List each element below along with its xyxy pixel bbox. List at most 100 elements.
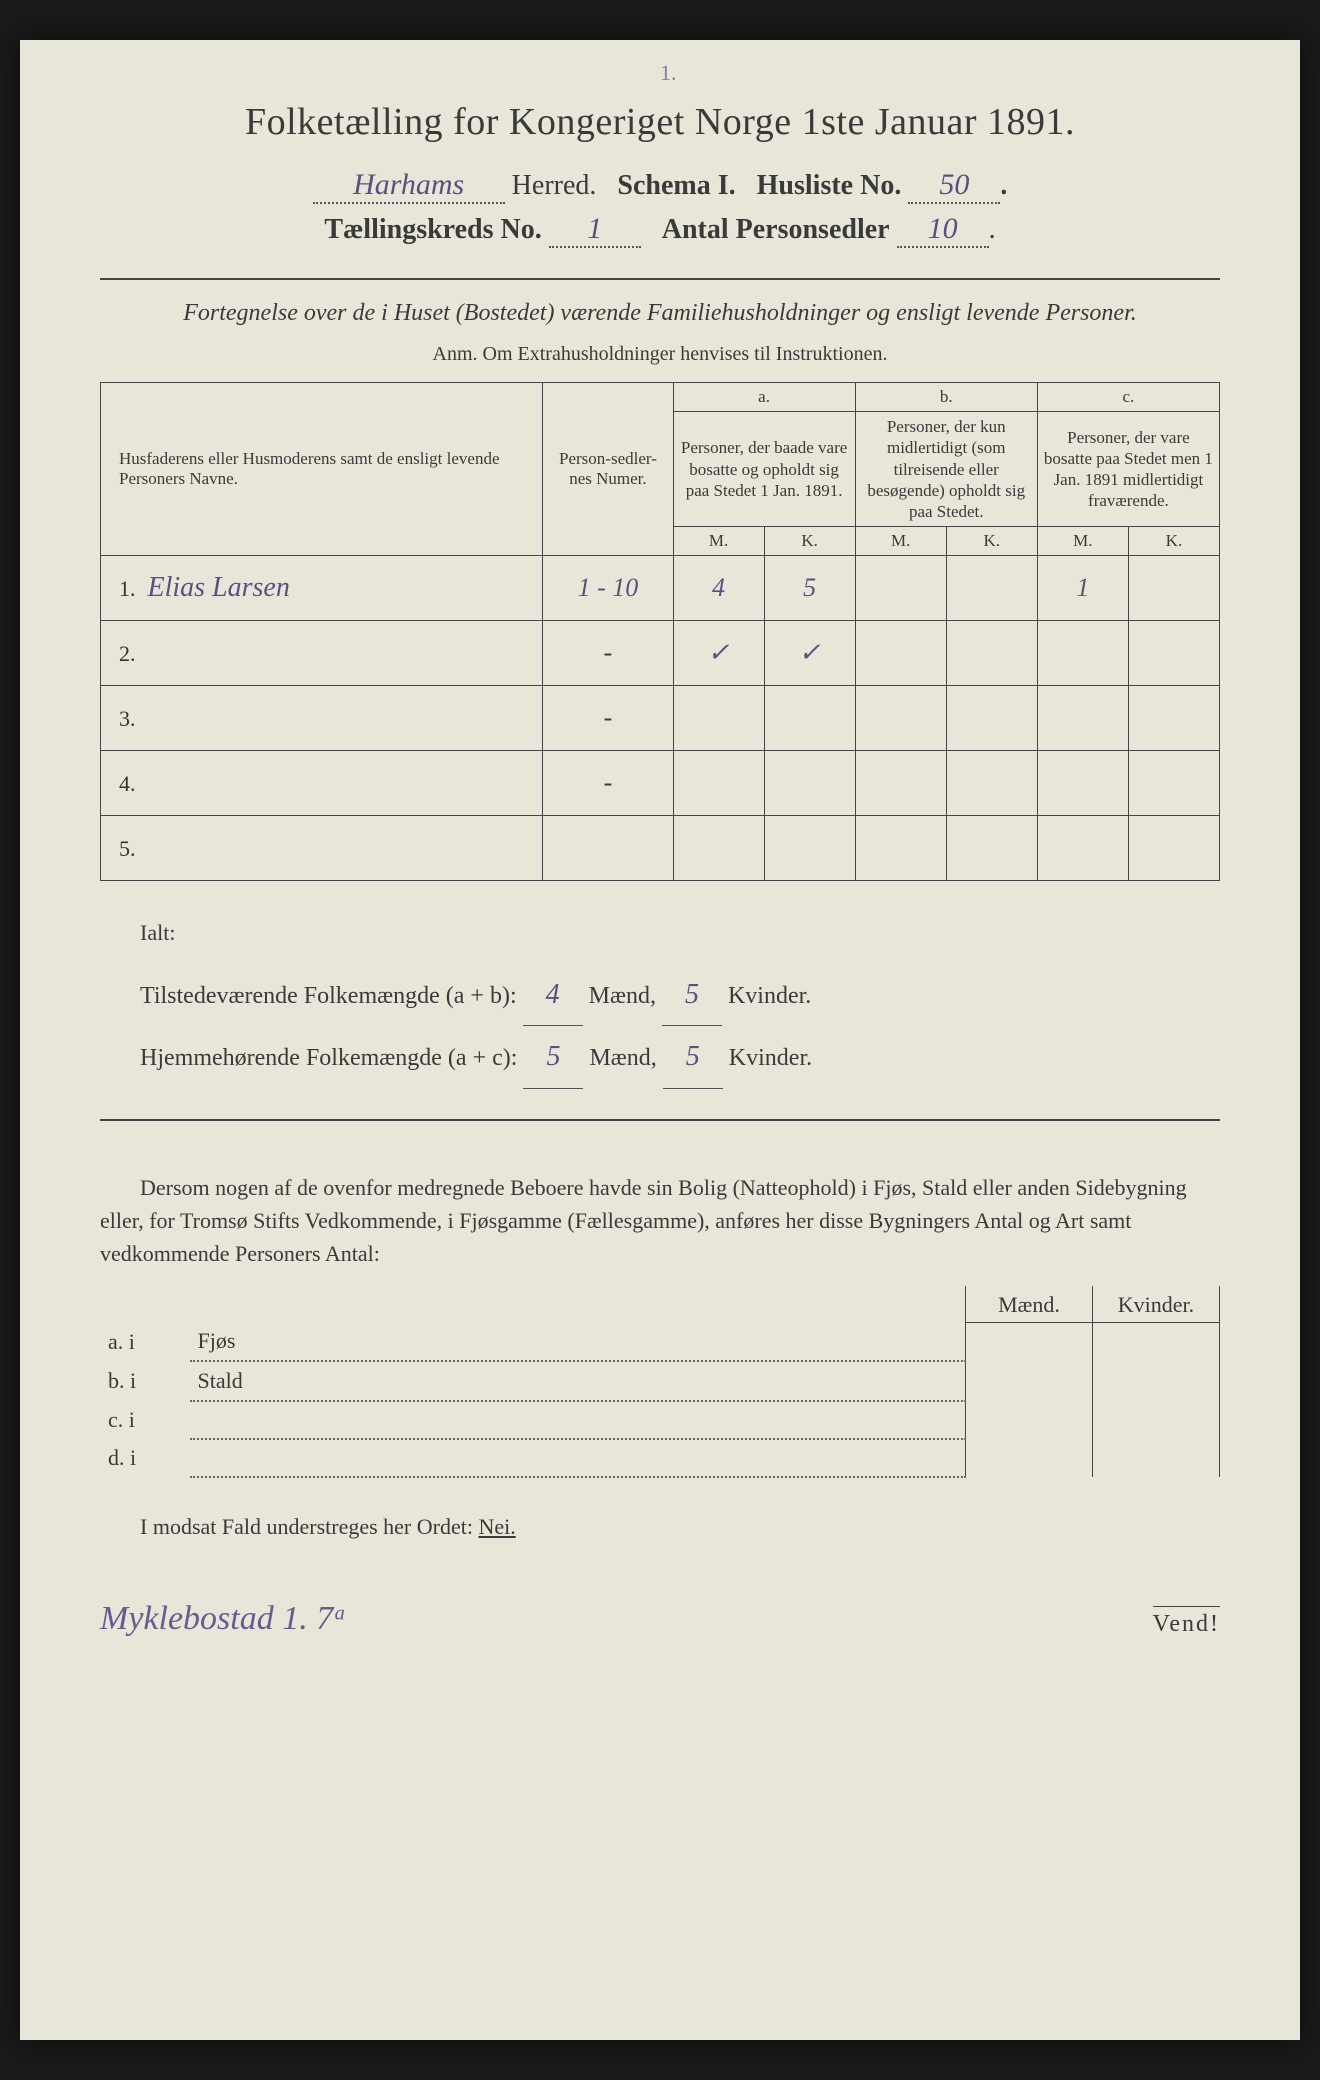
bygning-kvinder-header: Kvinder. (1093, 1286, 1220, 1323)
bygning-name: Fjøs (198, 1328, 236, 1353)
col-a-m: M. (673, 527, 764, 556)
cell-bm (855, 621, 946, 686)
kvinder-label: Kvinder. (728, 983, 811, 1009)
bygning-m (966, 1322, 1093, 1361)
cell-bm (855, 816, 946, 881)
divider-1 (100, 278, 1220, 280)
bygning-k (1093, 1439, 1220, 1477)
col-a-desc: Personer, der baade vare bosatte og opho… (673, 412, 855, 527)
bottom-area: Myklebostad 1. 7ᵃ Vend! (100, 1600, 1220, 1638)
anm-note: Anm. Om Extrahusholdninger henvises til … (100, 343, 1220, 366)
bottom-handwritten-note: Myklebostad 1. 7ᵃ (100, 1600, 347, 1638)
antal-label: Antal Personsedler (662, 214, 890, 245)
cell-cm (1037, 686, 1128, 751)
totals-line-1: Tilstedeværende Folkemængde (a + b): 4 M… (140, 964, 1220, 1027)
cell-am: ✓ (673, 621, 764, 686)
col-b-desc: Personer, der kun midlertidigt (som tilr… (855, 412, 1037, 527)
table-row: 5. (101, 816, 1220, 881)
cell-num: - (543, 621, 673, 686)
col-b-m: M. (855, 527, 946, 556)
row-num: 3. (119, 706, 136, 731)
schema-label: Schema I. (617, 170, 735, 201)
cell-bk (946, 686, 1037, 751)
cell-bk (946, 556, 1037, 621)
nei-prefix: I modsat Fald understreges her Ordet: (140, 1514, 473, 1539)
kvinder-label: Kvinder. (729, 1045, 812, 1071)
cell-cm (1037, 751, 1128, 816)
antal-value: 10 (897, 212, 989, 248)
herred-label: Herred. (512, 170, 597, 201)
cell-ak (764, 751, 855, 816)
husliste-label: Husliste No. (757, 170, 902, 201)
cell-ak: 5 (764, 556, 855, 621)
totals-line-2: Hjemmehørende Folkemængde (a + c): 5 Mæn… (140, 1026, 1220, 1089)
row-num: 2. (119, 641, 136, 666)
bygning-row: b. i Stald (100, 1361, 1220, 1401)
col-c-letter: c. (1037, 383, 1219, 412)
bygning-row: d. i (100, 1439, 1220, 1477)
header-line-1: Harhams Herred. Schema I. Husliste No. 5… (100, 168, 1220, 204)
bygning-k (1093, 1401, 1220, 1439)
bygning-maend-header: Mænd. (966, 1286, 1093, 1323)
cell-num: - (543, 686, 673, 751)
bygning-lbl: d. i (100, 1439, 190, 1477)
col-c-m: M. (1037, 527, 1128, 556)
table-row: 1.Elias Larsen 1 - 10 4 5 1 (101, 556, 1220, 621)
vend-label: Vend! (1153, 1606, 1220, 1638)
bygning-k (1093, 1322, 1220, 1361)
totals-block: Ialt: Tilstedeværende Folkemængde (a + b… (100, 909, 1220, 1089)
cell-bm (855, 751, 946, 816)
cell-bm (855, 686, 946, 751)
kreds-value: 1 (549, 212, 641, 248)
col-c-desc: Personer, der vare bosatte paa Stedet me… (1037, 412, 1219, 527)
maend-label: Mænd, (589, 983, 656, 1009)
tot2-label: Hjemmehørende Folkemængde (a + c): (140, 1045, 517, 1071)
col-b-letter: b. (855, 383, 1037, 412)
ialt-label: Ialt: (140, 909, 1220, 957)
bygning-m (966, 1401, 1093, 1439)
col-num-header: Person-sedler-nes Numer. (543, 383, 673, 556)
cell-bk (946, 751, 1037, 816)
main-table: Husfaderens eller Husmoderens samt de en… (100, 382, 1220, 881)
cell-bk (946, 816, 1037, 881)
cell-ck (1128, 751, 1219, 816)
row-num: 1. (119, 576, 136, 601)
bygning-lbl: c. i (100, 1401, 190, 1439)
cell-bk (946, 621, 1037, 686)
bygning-m (966, 1361, 1093, 1401)
bygning-lbl: b. i (100, 1361, 190, 1401)
cell-cm (1037, 816, 1128, 881)
bygning-lbl: a. i (100, 1322, 190, 1361)
table-body: 1.Elias Larsen 1 - 10 4 5 1 2. - ✓ ✓ (101, 556, 1220, 881)
cell-num: 1 - 10 (543, 556, 673, 621)
bygning-name (190, 1401, 966, 1439)
cell-bm (855, 556, 946, 621)
bygning-k (1093, 1361, 1220, 1401)
bygning-name (190, 1439, 966, 1477)
kreds-label: Tællingskreds No. (324, 214, 541, 245)
row-num: 5. (119, 836, 136, 861)
col-a-letter: a. (673, 383, 855, 412)
body-text: Dersom nogen af de ovenfor medregnede Be… (100, 1171, 1220, 1270)
cell-ck (1128, 686, 1219, 751)
bygning-row: c. i (100, 1401, 1220, 1439)
bygning-m (966, 1439, 1093, 1477)
cell-cm (1037, 621, 1128, 686)
cell-am: 4 (673, 556, 764, 621)
cell-am (673, 686, 764, 751)
row-num: 4. (119, 771, 136, 796)
nei-word: Nei. (478, 1514, 515, 1539)
tot1-label: Tilstedeværende Folkemængde (a + b): (140, 983, 517, 1009)
form-title: Folketælling for Kongeriget Norge 1ste J… (100, 100, 1220, 144)
col-a-k: K. (764, 527, 855, 556)
cell-ck (1128, 816, 1219, 881)
tot1-m: 4 (523, 964, 583, 1027)
divider-2 (100, 1119, 1220, 1121)
herred-value: Harhams (313, 168, 505, 204)
tot2-k: 5 (663, 1026, 723, 1089)
bygning-header: Mænd. Kvinder. (100, 1286, 1220, 1323)
cell-am (673, 816, 764, 881)
page-mark: 1. (660, 60, 677, 86)
table-row: 3. - (101, 686, 1220, 751)
table-row: 4. - (101, 751, 1220, 816)
